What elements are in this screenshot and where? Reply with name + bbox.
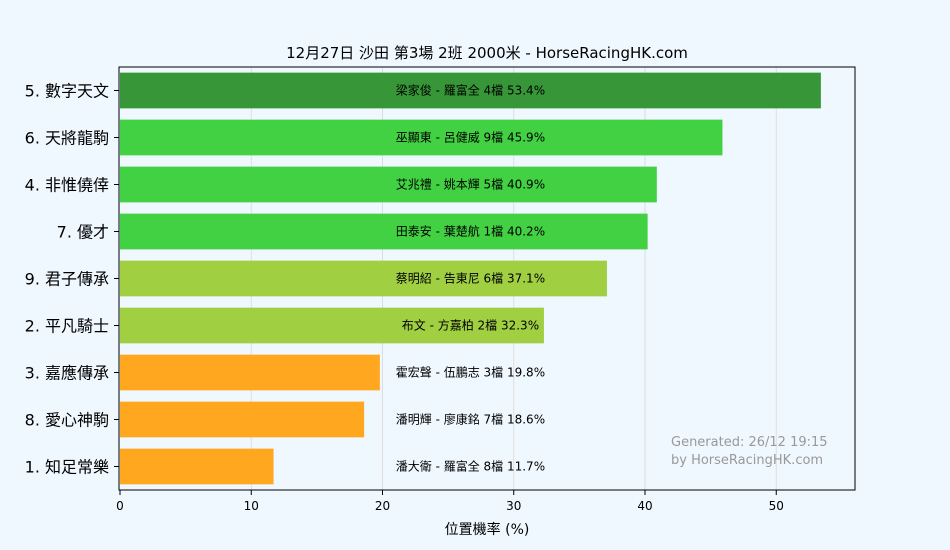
y-tick-label: 5. 數字天文	[25, 82, 109, 101]
y-tick-label: 1. 知足常樂	[25, 458, 109, 477]
bar	[120, 213, 648, 250]
bar	[120, 166, 657, 203]
bars: 梁家俊 - 羅富全 4檔 53.4% 巫顯東 - 呂健威 9檔 45.9% 艾兆禮 …	[120, 72, 821, 485]
x-tick-label: 30	[506, 499, 521, 513]
bar-data-label: 蔡明紹 - 告東尼 6檔 37.1%	[396, 272, 545, 286]
bar	[120, 119, 723, 156]
x-tick-label: 20	[375, 499, 390, 513]
generated-timestamp: Generated: 26/12 19:15	[671, 435, 828, 450]
y-axis-labels: 5. 數字天文 6. 天將龍駒 4. 非惟僥倖 7. 優才 9. 君子傳承 2. 平凡騎士…	[25, 82, 119, 477]
bar	[120, 307, 544, 344]
y-tick-label: 4. 非惟僥倖	[25, 176, 109, 195]
x-axis-ticks: 0 10 20 30 40 50	[116, 490, 784, 513]
x-tick-label: 50	[769, 499, 784, 513]
bar	[120, 354, 380, 391]
x-axis-label: 位置機率 (%)	[445, 521, 530, 538]
bar	[120, 260, 607, 297]
y-tick-label: 3. 嘉應傳承	[25, 364, 109, 383]
bar-data-label: 霍宏聲 - 伍鵬志 3檔 19.8%	[396, 365, 545, 380]
y-tick-label: 9. 君子傳承	[25, 270, 109, 289]
bar-data-label: 田泰安 - 葉楚航 1檔 40.2%	[396, 224, 545, 239]
bar-data-label: 布文 - 方嘉柏 2檔 32.3%	[402, 318, 539, 333]
x-tick-label: 0	[116, 499, 124, 513]
x-tick-label: 40	[637, 499, 652, 513]
bar	[120, 401, 365, 438]
chart-title: 12月27日 沙田 第3場 2班 2000米 - HorseRacingHK.c…	[286, 44, 688, 62]
y-tick-label: 7. 優才	[57, 223, 109, 242]
bar-data-label: 艾兆禮 - 姚本輝 5檔 40.9%	[396, 178, 545, 192]
bar-data-label: 梁家俊 - 羅富全 4檔 53.4%	[396, 83, 545, 98]
bar-data-label: 潘明輝 - 廖康銘 7檔 18.6%	[396, 412, 545, 427]
generated-source: by HorseRacingHK.com	[671, 453, 823, 468]
x-tick-label: 10	[244, 499, 259, 513]
bar	[120, 72, 821, 109]
bar-data-label: 巫顯東 - 呂健威 9檔 45.9%	[396, 131, 545, 145]
y-tick-label: 2. 平凡騎士	[25, 317, 109, 336]
y-tick-label: 8. 愛心神駒	[25, 411, 109, 430]
bar-data-label: 潘大衛 - 羅富全 8檔 11.7%	[396, 459, 545, 474]
y-tick-label: 6. 天將龍駒	[25, 129, 109, 148]
bar	[120, 448, 274, 485]
